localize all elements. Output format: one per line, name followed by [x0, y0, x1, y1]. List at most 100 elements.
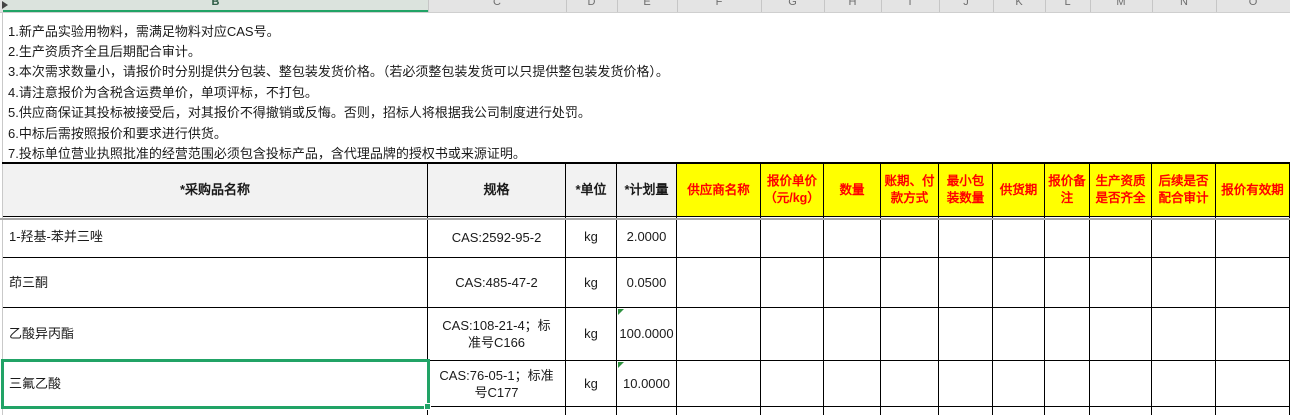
header-cell-highlight[interactable]: 生产资质是否齐全: [1090, 164, 1152, 217]
column-header-J[interactable]: J: [939, 0, 994, 12]
column-header-O[interactable]: O: [1216, 0, 1290, 12]
cell-empty[interactable]: [761, 217, 824, 258]
cell-empty[interactable]: [939, 258, 993, 308]
header-cell-highlight[interactable]: 报价单价（元/kg）: [761, 164, 824, 217]
cell-empty[interactable]: [824, 308, 881, 361]
cell-empty[interactable]: [3, 407, 428, 415]
cell-empty[interactable]: [993, 217, 1045, 258]
cell-empty[interactable]: [617, 407, 677, 415]
column-header-D[interactable]: D: [566, 0, 618, 12]
cell-empty[interactable]: [1045, 258, 1090, 308]
cell-spec[interactable]: CAS:108-21-4；标准号C166: [428, 308, 566, 361]
cell-unit[interactable]: kg: [566, 308, 617, 361]
column-header-C[interactable]: C: [428, 0, 567, 12]
cell-empty[interactable]: [824, 217, 881, 258]
cell-empty[interactable]: [881, 308, 939, 361]
column-header-G[interactable]: G: [761, 0, 825, 12]
cell-unit[interactable]: kg: [566, 258, 617, 308]
cell-planned-qty[interactable]: 2.0000: [617, 217, 677, 258]
fill-handle[interactable]: [424, 403, 431, 410]
cell-empty[interactable]: [1216, 258, 1290, 308]
cell-item-name[interactable]: 乙酸异丙酯: [3, 308, 428, 361]
column-header-B[interactable]: B: [3, 0, 429, 12]
cell-unit[interactable]: kg: [566, 361, 617, 407]
cell-empty[interactable]: [1216, 407, 1290, 415]
cell-empty[interactable]: [761, 258, 824, 308]
cell-empty[interactable]: [761, 361, 824, 407]
cell-empty[interactable]: [881, 407, 939, 415]
cell-empty[interactable]: [1090, 217, 1152, 258]
cell-empty[interactable]: [677, 407, 761, 415]
cell-empty[interactable]: [993, 308, 1045, 361]
cell-empty[interactable]: [1152, 217, 1216, 258]
notes-line[interactable]: 7.投标单位营业执照批准的经营范围必须包含投标产品，含代理品牌的授权书或来源证明…: [8, 146, 526, 162]
cell-empty[interactable]: [939, 361, 993, 407]
cell-empty[interactable]: [993, 258, 1045, 308]
cell-empty[interactable]: [993, 407, 1045, 415]
column-header-E[interactable]: E: [617, 0, 678, 12]
cell-empty[interactable]: [1045, 361, 1090, 407]
notes-line[interactable]: 2.生产资质齐全且后期配合审计。: [8, 44, 201, 60]
cell-empty[interactable]: [1216, 217, 1290, 258]
column-header-K[interactable]: K: [993, 0, 1046, 12]
column-header-I[interactable]: I: [881, 0, 940, 12]
column-header-F[interactable]: F: [677, 0, 762, 12]
column-header-H[interactable]: H: [824, 0, 882, 12]
column-header-M[interactable]: M: [1090, 0, 1153, 12]
cell-empty[interactable]: [1090, 308, 1152, 361]
header-cell-highlight[interactable]: 报价备注: [1045, 164, 1090, 217]
cell-item-name[interactable]: 三氟乙酸: [3, 361, 428, 407]
header-cell-highlight[interactable]: 后续是否配合审计: [1152, 164, 1216, 217]
cell-empty[interactable]: [1045, 217, 1090, 258]
header-cell[interactable]: 规格: [428, 164, 566, 217]
cell-empty[interactable]: [566, 407, 617, 415]
cell-empty[interactable]: [1216, 361, 1290, 407]
header-cell-highlight[interactable]: 供货期: [993, 164, 1045, 217]
cell-empty[interactable]: [1045, 407, 1090, 415]
notes-line[interactable]: 4.请注意报价为含税含运费单价，单项评标，不打包。: [8, 84, 318, 100]
cell-empty[interactable]: [677, 217, 761, 258]
collapse-triangle-icon[interactable]: [2, 1, 8, 9]
header-cell-highlight[interactable]: 账期、付款方式: [881, 164, 939, 217]
cell-empty[interactable]: [1152, 361, 1216, 407]
cell-empty[interactable]: [939, 308, 993, 361]
column-header-L[interactable]: L: [1045, 0, 1091, 12]
cell-empty[interactable]: [939, 217, 993, 258]
cell-empty[interactable]: [1152, 407, 1216, 415]
cell-spec[interactable]: CAS:485-47-2: [428, 258, 566, 308]
cell-empty[interactable]: [1090, 407, 1152, 415]
cell-empty[interactable]: [677, 258, 761, 308]
cell-planned-qty-with-error-flag-icon[interactable]: 100.0000: [617, 308, 677, 361]
cell-spec[interactable]: CAS:2592-95-2: [428, 217, 566, 258]
notes-line[interactable]: 1.新产品实验用物料，需满足物料对应CAS号。: [8, 23, 280, 39]
cell-item-name[interactable]: 1-羟基-苯并三唑: [3, 217, 428, 258]
cell-item-name[interactable]: 茚三酮: [3, 258, 428, 308]
header-cell[interactable]: *采购品名称: [3, 164, 428, 217]
notes-line[interactable]: 3.本次需求数量小，请报价时分别提供分包装、整包装发货价格。（若必须整包装发货可…: [8, 64, 669, 80]
cell-empty[interactable]: [939, 407, 993, 415]
cell-empty[interactable]: [1152, 308, 1216, 361]
header-cell[interactable]: *单位: [566, 164, 617, 217]
cell-empty[interactable]: [881, 258, 939, 308]
cell-empty[interactable]: [428, 407, 566, 415]
cell-empty[interactable]: [824, 361, 881, 407]
cell-empty[interactable]: [881, 217, 939, 258]
column-header-N[interactable]: N: [1152, 0, 1217, 12]
cell-planned-qty-with-error-flag-icon[interactable]: 10.0000: [617, 361, 677, 407]
cell-empty[interactable]: [761, 407, 824, 415]
cell-empty[interactable]: [881, 361, 939, 407]
header-cell-highlight[interactable]: 最小包装数量: [939, 164, 993, 217]
cell-empty[interactable]: [1152, 258, 1216, 308]
cell-empty[interactable]: [824, 258, 881, 308]
cell-unit[interactable]: kg: [566, 217, 617, 258]
cell-empty[interactable]: [677, 308, 761, 361]
header-cell-highlight[interactable]: 供应商名称: [677, 164, 761, 217]
header-cell-highlight[interactable]: 数量: [824, 164, 881, 217]
cell-empty[interactable]: [993, 361, 1045, 407]
cell-empty[interactable]: [1045, 308, 1090, 361]
cell-empty[interactable]: [1090, 361, 1152, 407]
cell-empty[interactable]: [1090, 258, 1152, 308]
cell-planned-qty[interactable]: 0.0500: [617, 258, 677, 308]
cell-empty[interactable]: [677, 361, 761, 407]
cell-empty[interactable]: [824, 407, 881, 415]
